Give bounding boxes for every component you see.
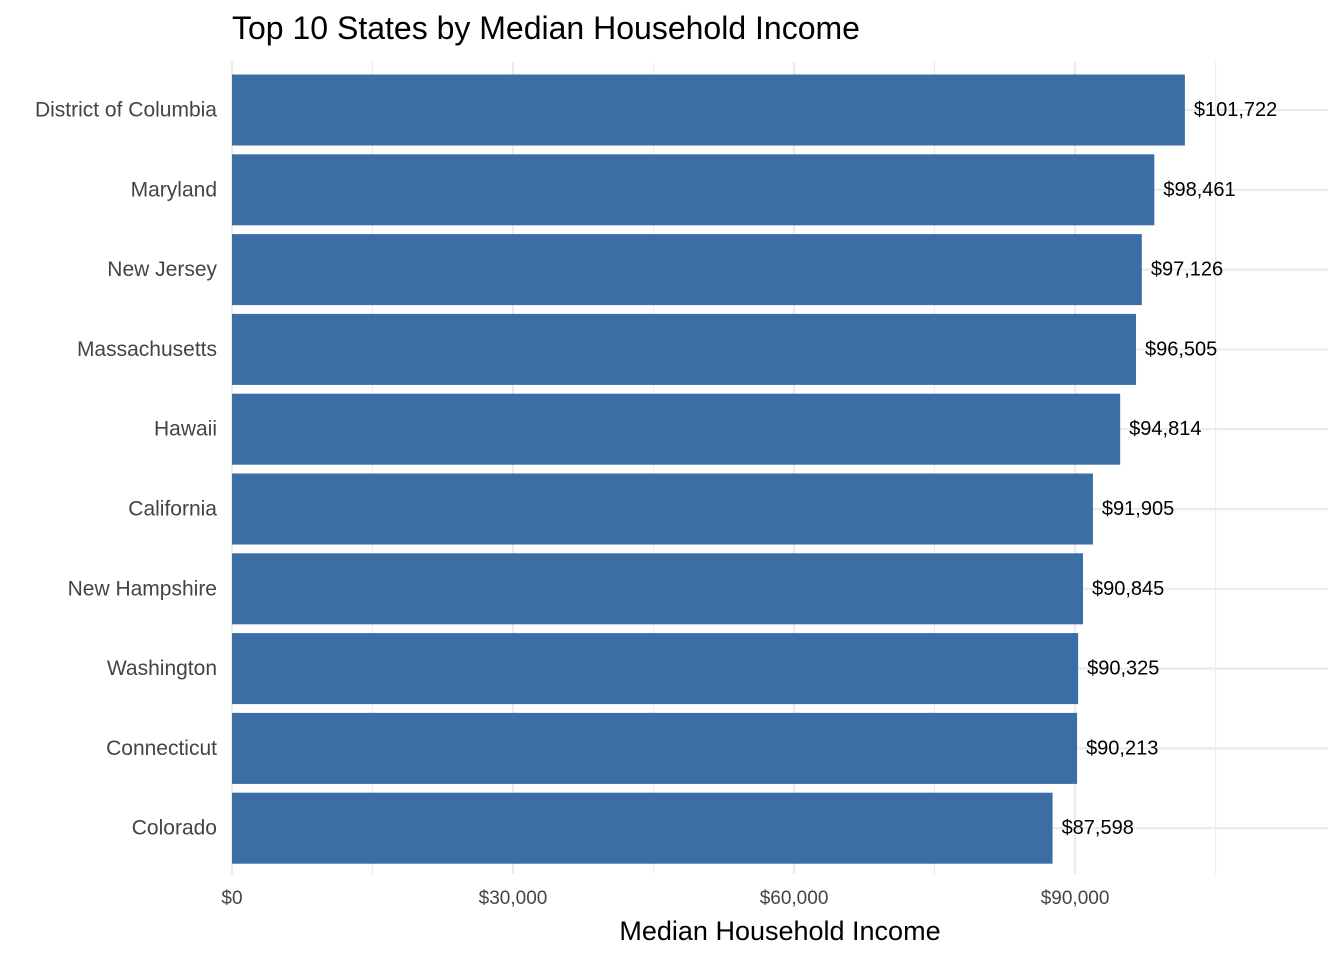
category-label: Massachusetts: [77, 338, 217, 361]
data-label: $90,325: [1087, 658, 1159, 680]
bar: [232, 74, 1185, 146]
bar: [232, 393, 1121, 465]
bar: [232, 154, 1155, 226]
data-label: $96,505: [1145, 338, 1217, 360]
bar: [232, 633, 1079, 705]
bar: [232, 792, 1053, 864]
bar: [232, 234, 1142, 306]
chart-title: Top 10 States by Median Household Income: [232, 10, 860, 46]
labels-layer: District of Columbia $101,722 Maryland $98,…: [35, 99, 1277, 910]
x-tick-label: $0: [221, 888, 242, 909]
x-tick-label: $60,000: [760, 888, 829, 909]
category-label: Washington: [107, 657, 217, 680]
data-label: $97,126: [1151, 259, 1223, 281]
category-label: New Jersey: [107, 258, 217, 281]
category-label: District of Columbia: [35, 99, 217, 122]
x-tick-label: $90,000: [1041, 888, 1110, 909]
data-label: $101,722: [1194, 99, 1277, 121]
data-label: $94,814: [1129, 418, 1201, 440]
data-label: $87,598: [1062, 817, 1134, 839]
bar: [232, 712, 1078, 784]
bars-layer: [232, 74, 1185, 864]
category-label: Hawaii: [154, 418, 217, 441]
x-tick-label: $30,000: [479, 888, 548, 909]
category-label: Maryland: [131, 178, 217, 201]
category-label: Colorado: [132, 817, 217, 840]
bar: [232, 553, 1083, 625]
data-label: $91,905: [1102, 498, 1174, 520]
bar: [232, 473, 1093, 545]
category-label: California: [128, 498, 217, 521]
data-label: $90,213: [1086, 737, 1158, 759]
x-axis-title: Median Household Income: [619, 916, 940, 946]
category-label: New Hampshire: [68, 577, 217, 600]
bar: [232, 313, 1137, 385]
data-label: $98,461: [1163, 179, 1235, 201]
data-label: $90,845: [1092, 578, 1164, 600]
category-label: Connecticut: [106, 737, 217, 760]
